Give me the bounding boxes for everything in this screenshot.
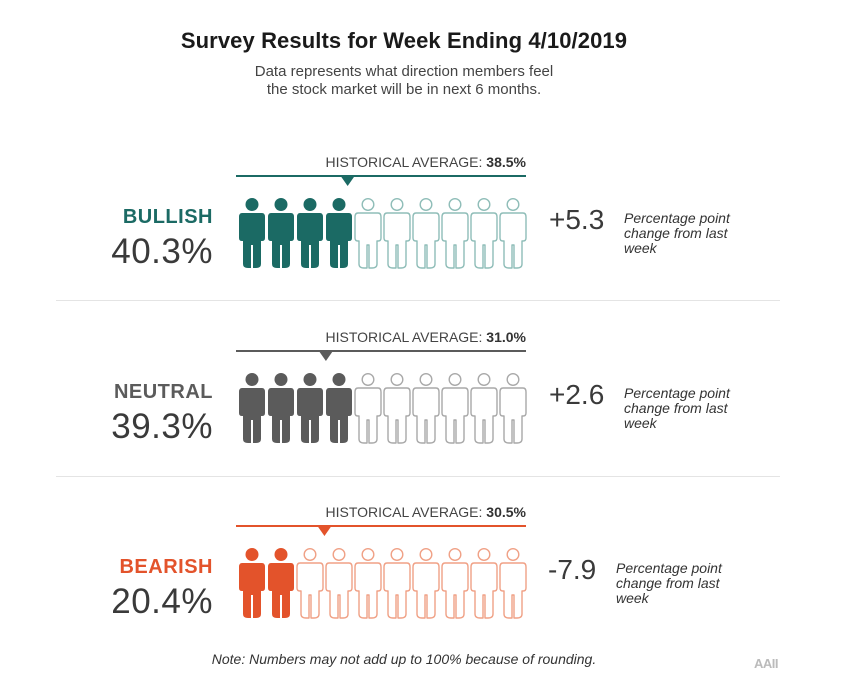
bullish-change-value: +5.3 <box>549 204 605 235</box>
bearish-person-filled <box>268 548 294 618</box>
historical-average-text: HISTORICAL AVERAGE: <box>325 504 483 520</box>
bullish-person-filled <box>326 198 352 268</box>
neutral-person-filled <box>239 373 265 443</box>
neutral-label: NEUTRAL <box>113 381 213 403</box>
historical-average-value: 30.5% <box>486 504 526 520</box>
neutral-person-empty <box>412 373 440 444</box>
bullish-person-filled <box>297 198 323 268</box>
bullish-person-empty <box>354 197 382 269</box>
bullish-person-empty <box>499 197 527 269</box>
bearish-person-filled <box>239 548 265 618</box>
bullish-label: BULLISH <box>122 206 213 228</box>
footnote: Note: Numbers may not add up to 100% bec… <box>211 651 597 667</box>
neutral-person-empty <box>499 373 527 444</box>
section-divider <box>56 300 780 301</box>
page-subtitle: Data represents what direction members f… <box>254 63 554 98</box>
neutral-person-empty <box>354 373 382 444</box>
bearish-percentage: 20.4% <box>111 582 213 621</box>
neutral-person-filled <box>326 373 352 443</box>
bullish-person-filled <box>239 198 265 268</box>
bearish-person-empty <box>499 548 527 619</box>
historical-average-text: HISTORICAL AVERAGE: <box>325 329 483 345</box>
bearish-label: BEARISH <box>119 556 213 578</box>
neutral-person-empty <box>383 373 411 444</box>
neutral-historical-marker <box>318 351 333 361</box>
neutral-person-empty <box>470 373 498 444</box>
bullish-person-empty <box>412 197 440 269</box>
historical-average-text: HISTORICAL AVERAGE: <box>325 154 483 170</box>
bearish-person-empty <box>354 548 382 619</box>
page-title: Survey Results for Week Ending 4/10/2019 <box>180 28 628 53</box>
historical-average-label: HISTORICAL AVERAGE: 31.0% <box>236 329 527 345</box>
bullish-change-note: Percentage point change from last week <box>624 210 730 256</box>
historical-average-label: HISTORICAL AVERAGE: 30.5% <box>236 504 527 520</box>
neutral-percentage: 39.3% <box>111 407 213 446</box>
aaii-logo: AAII <box>754 656 779 671</box>
bearish-change-value: -7.9 <box>548 554 597 585</box>
bearish-person-empty <box>383 548 411 619</box>
historical-average-label: HISTORICAL AVERAGE: 38.5% <box>236 154 527 170</box>
bearish-person-empty <box>296 548 324 619</box>
historical-average-value: 31.0% <box>486 329 526 345</box>
neutral-person-filled <box>297 373 323 443</box>
bearish-change-note: Percentage point change from last week <box>616 560 722 606</box>
section-divider <box>56 476 780 477</box>
neutral-person-empty <box>441 373 469 444</box>
bearish-person-empty <box>470 548 498 619</box>
bearish-person-empty <box>412 548 440 619</box>
bullish-person-empty <box>470 197 498 269</box>
bullish-percentage: 40.3% <box>111 232 213 271</box>
historical-average-value: 38.5% <box>486 154 526 170</box>
bullish-person-empty <box>383 197 411 269</box>
bearish-person-empty <box>325 548 353 619</box>
bullish-historical-marker <box>340 176 355 186</box>
bearish-person-empty <box>441 548 469 619</box>
neutral-change-note: Percentage point change from last week <box>624 385 730 431</box>
bearish-historical-marker <box>317 526 332 536</box>
neutral-change-value: +2.6 <box>549 379 605 410</box>
neutral-person-filled <box>268 373 294 443</box>
bullish-person-empty <box>441 197 469 269</box>
bullish-person-filled <box>268 198 294 268</box>
